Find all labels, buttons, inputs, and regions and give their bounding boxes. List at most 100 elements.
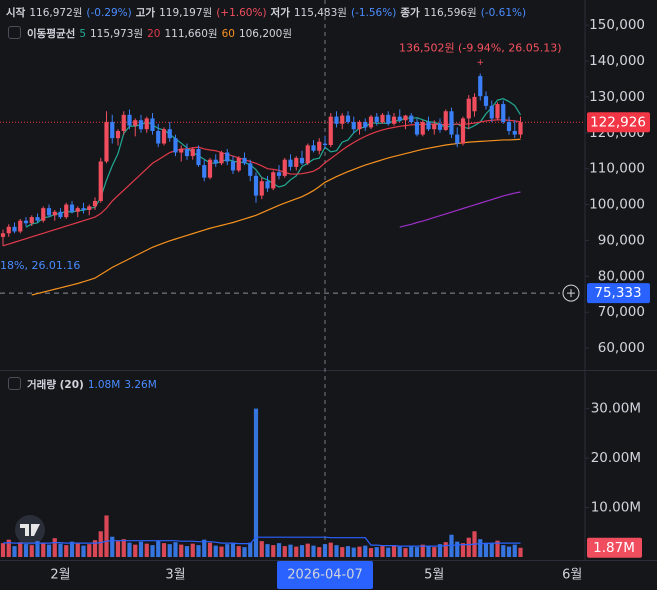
candle-body	[133, 120, 138, 126]
volume-bar	[248, 542, 253, 557]
candle-body	[460, 118, 466, 144]
candle-body	[202, 165, 207, 178]
volume-bar	[334, 545, 339, 557]
candle-body	[12, 226, 17, 232]
ohlc-legend-item: (-0.61%)	[480, 6, 527, 19]
ohlc-legend-item: 116,596원	[423, 7, 477, 19]
line-series	[399, 191, 521, 228]
candle-body	[87, 206, 92, 210]
candle-body	[426, 122, 431, 130]
candle-body	[340, 115, 345, 124]
volume-bar	[294, 546, 299, 557]
volume-label: 1.87M	[593, 540, 635, 556]
candle-body	[161, 129, 167, 144]
candle-body	[253, 175, 259, 196]
volume-bar	[92, 540, 98, 557]
volume-bar	[75, 543, 80, 557]
y-tick-label: 90,000	[598, 232, 645, 248]
x-tick-label: 2026-04-07	[287, 568, 363, 583]
volume-bar	[397, 546, 402, 557]
candle-body	[357, 122, 362, 130]
legend-icon[interactable]	[8, 377, 21, 390]
volume-bar	[236, 546, 241, 557]
candle-body	[190, 148, 195, 157]
volume-bar	[213, 545, 218, 557]
candle-body	[466, 98, 471, 119]
volume-bar	[271, 545, 276, 557]
candle-body	[150, 118, 155, 131]
candle-body	[483, 96, 489, 106]
candle-body	[41, 208, 46, 221]
candle-body	[64, 204, 69, 218]
volume-bar	[414, 547, 420, 557]
candle-body	[495, 104, 500, 119]
volume-bar	[265, 544, 270, 557]
volume-bar	[386, 547, 391, 557]
candle-body	[501, 104, 506, 123]
volume-bar	[483, 542, 489, 557]
volume-bar	[340, 547, 345, 557]
volume-label-bg	[587, 537, 642, 558]
candle-body	[276, 172, 282, 176]
candle-body	[368, 116, 374, 128]
crosshair-label-bg	[277, 561, 373, 589]
candle-body	[127, 114, 132, 126]
candle-body	[35, 217, 40, 221]
candle-body	[265, 181, 270, 189]
ohlc-legend-item: 119,197원	[159, 7, 213, 19]
line-series	[2, 536, 521, 547]
ohlc-legend-item: 116,972원	[29, 7, 83, 19]
candle-body	[449, 111, 454, 135]
candle-body	[328, 116, 333, 145]
volume-bar	[437, 544, 443, 557]
candle-body	[52, 211, 57, 216]
volume-bar	[432, 547, 437, 557]
candle-body	[512, 130, 517, 135]
candle-body	[225, 152, 230, 162]
volume-bar	[0, 543, 6, 557]
candle-body	[259, 181, 264, 196]
candle-body	[46, 208, 52, 216]
line-series	[31, 138, 521, 296]
candle-body	[414, 122, 420, 135]
ma-legend: 이동평균선 5 115,973원 20 111,660원 60 106,200원	[27, 26, 296, 41]
volume-bar	[196, 545, 201, 557]
y-tick-label: 80,000	[598, 268, 645, 284]
volume-bar	[288, 544, 293, 557]
volume-bar	[449, 534, 454, 557]
ma-legend-name: 5	[79, 27, 86, 40]
volume-bar	[328, 542, 333, 557]
volume-bar	[121, 539, 126, 557]
volume-bar	[81, 545, 86, 557]
candle-body	[138, 120, 144, 130]
volume-bar	[219, 546, 224, 557]
candle-body	[455, 134, 460, 144]
volume-bar	[322, 544, 328, 557]
volume-bar	[489, 543, 494, 557]
candle-body	[6, 226, 11, 234]
volume-bar	[478, 539, 483, 557]
volume-bar	[299, 545, 305, 557]
volume-bar	[202, 539, 207, 557]
ma-legend-name: 60	[221, 27, 235, 40]
candle-body	[437, 123, 443, 130]
volume-bar	[58, 543, 63, 557]
volume-bar	[403, 548, 408, 557]
candle-body	[322, 143, 328, 145]
ohlc-legend-item: 시작	[6, 7, 26, 19]
volume-bar	[184, 546, 190, 557]
candle-body	[144, 118, 149, 130]
legend-icon[interactable]	[8, 26, 21, 39]
candle-body	[115, 130, 121, 139]
y-tick-label: 30.00M	[591, 401, 641, 417]
candle-body	[92, 200, 98, 207]
x-tick-label: 2월	[50, 568, 70, 583]
ma-legend-value: 115,973원	[90, 28, 144, 40]
volume-bar	[190, 543, 195, 557]
tv-logo	[15, 515, 45, 545]
candle-body	[305, 145, 310, 164]
volume-bar	[466, 537, 471, 557]
candle-body	[179, 148, 184, 153]
